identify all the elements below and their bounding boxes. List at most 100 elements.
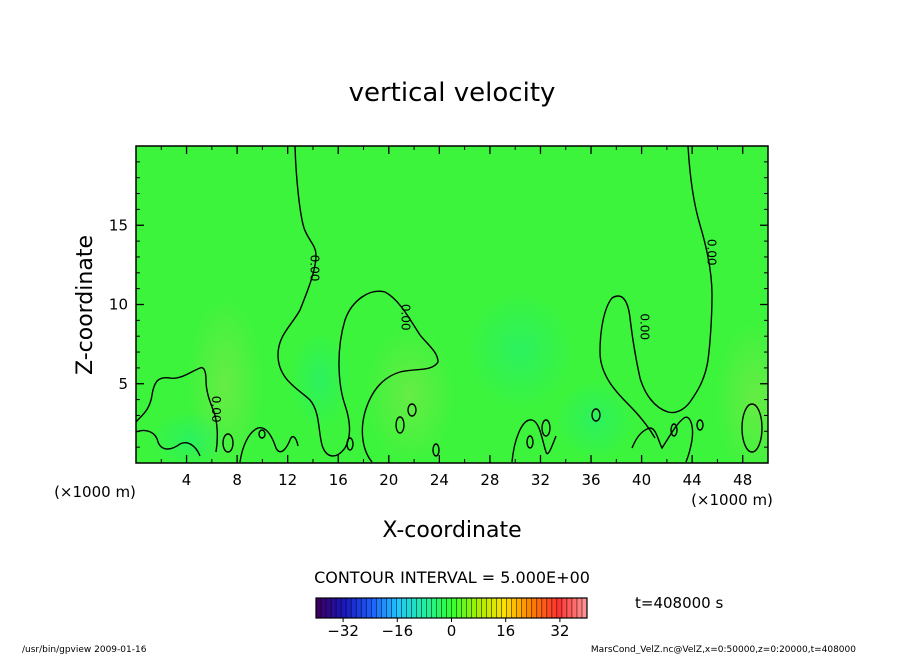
x-tick-label: 40 (632, 471, 651, 489)
colorbar-cell (361, 598, 367, 618)
contour-closed-4 (407, 403, 417, 417)
contour-lowleft (136, 366, 219, 453)
x-unit-right: (×1000 m) (691, 491, 773, 509)
colorbar-cell (421, 598, 427, 618)
field-shading (150, 290, 768, 463)
colorbar-cell (446, 598, 452, 618)
colorbar-cell (471, 598, 477, 618)
colorbar-cell (366, 598, 372, 618)
colorbar-cell (531, 598, 538, 618)
colorbar-cell (381, 598, 387, 618)
colorbar-cell (506, 598, 513, 618)
contour-lowleft-2 (136, 429, 201, 457)
contour-closed-6 (432, 443, 440, 457)
contour-closed-12 (696, 419, 704, 431)
contour-closed-1 (222, 433, 234, 453)
colorbar-cell (321, 598, 327, 618)
colorbar-cell (406, 598, 412, 618)
colorbar-cell (486, 598, 492, 618)
colorbar-cell (541, 598, 548, 618)
colorbar-cell (386, 598, 392, 618)
x-tick-label: 16 (329, 471, 348, 489)
colorbar-cell (561, 598, 568, 618)
x-tick-label: 36 (581, 471, 600, 489)
y-tick-label: 5 (118, 375, 128, 393)
contour-closed-9 (541, 419, 551, 437)
contour-interval-label: CONTOUR INTERVAL = 5.000E+00 (314, 568, 590, 587)
footer-left: /usr/bin/gpview 2009-01-16 (22, 645, 147, 654)
contour-value-label: 0.00 (209, 396, 223, 423)
contour-midright (511, 419, 557, 463)
colorbar-cell (496, 598, 502, 618)
colorbar-cell (551, 598, 558, 618)
colorbar-cell (566, 598, 573, 618)
contour-closed-8 (258, 429, 266, 439)
colorbar-cell (356, 598, 362, 618)
contour-value-label: 0.00 (704, 239, 718, 266)
colorbar-cell (376, 598, 382, 618)
x-tick-label: 24 (430, 471, 449, 489)
colorbar-cell (476, 598, 482, 618)
colorbar-cell (401, 598, 407, 618)
contour-zero-left (277, 146, 439, 463)
x-tick-label: 32 (531, 471, 550, 489)
colorbar-cell (436, 598, 442, 618)
colorbar-tick-label: 16 (496, 622, 515, 640)
colorbar-tick-label: −16 (381, 622, 413, 640)
colorbar-cell (346, 598, 352, 618)
contour-closed-2 (741, 403, 763, 453)
colorbar-cell (331, 598, 337, 618)
contour-closed-10 (526, 435, 534, 449)
x-tick-label: 48 (733, 471, 752, 489)
contour-zero-right (599, 146, 713, 439)
colorbar-cell (316, 598, 322, 618)
colorbar-cell (516, 598, 523, 618)
colorbar-cell (391, 598, 397, 618)
contour-lowleft-3 (239, 427, 299, 463)
colorbar-tick-label: −32 (327, 622, 359, 640)
x-tick-label: 4 (182, 471, 192, 489)
x-axis-label: X-coordinate (382, 518, 521, 543)
contour-right-low (631, 416, 694, 463)
colorbar (315, 598, 588, 618)
contour-labels: 0.00 0.00 0.00 0.00 0.00 (209, 239, 718, 423)
x-tick-label: 44 (683, 471, 702, 489)
colorbar-cell (416, 598, 422, 618)
colorbar-cell (371, 598, 377, 618)
x-tick-label: 28 (480, 471, 499, 489)
x-unit-left: (×1000 m) (54, 483, 136, 501)
colorbar-tick-label: 32 (550, 622, 569, 640)
y-axis-label: Z-coordinate (73, 235, 98, 375)
colorbar-cell (576, 598, 583, 618)
x-tick-label: 12 (278, 471, 297, 489)
colorbar-cell (326, 598, 332, 618)
colorbar-cell (451, 598, 457, 618)
colorbar-cell (536, 598, 543, 618)
colorbar-cell (461, 598, 467, 618)
colorbar-cell (501, 598, 508, 618)
colorbar-cell (521, 598, 528, 618)
colorbar-cell (481, 598, 487, 618)
footer-right: MarsCond_VelZ.nc@VelZ,x=0:50000,z=0:2000… (591, 645, 856, 654)
y-tick-label: 15 (109, 216, 128, 234)
colorbar-cell (511, 598, 518, 618)
contour-value-label: 0.00 (637, 313, 651, 340)
colorbar-cell (336, 598, 342, 618)
colorbar-cell (351, 598, 357, 618)
contour-lines (136, 146, 763, 463)
colorbar-cell (426, 598, 432, 618)
colorbar-cell (396, 598, 402, 618)
contour-closed-11 (670, 423, 678, 437)
colorbar-cell (546, 598, 553, 618)
chart-title: vertical velocity (349, 78, 556, 108)
contour-closed-7 (591, 408, 601, 422)
x-tick-label: 20 (379, 471, 398, 489)
contour-closed-3 (346, 437, 354, 451)
colorbar-cell (581, 598, 588, 618)
colorbar-tick-label: 0 (447, 622, 457, 640)
x-tick-label: 8 (232, 471, 242, 489)
y-tick-label: 10 (109, 296, 128, 314)
colorbar-cell (571, 598, 578, 618)
colorbar-cell (411, 598, 417, 618)
